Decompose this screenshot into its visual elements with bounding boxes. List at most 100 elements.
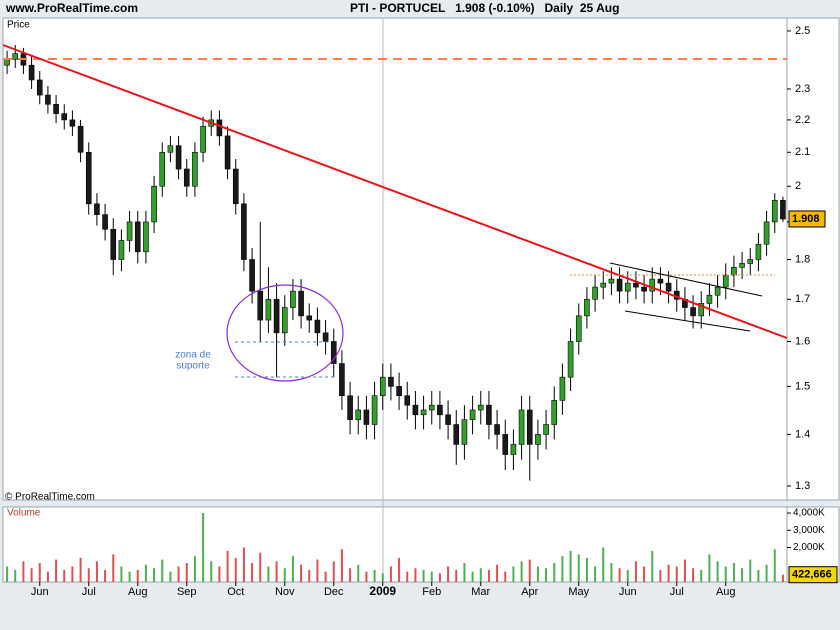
candle-body — [543, 424, 549, 435]
candle-body — [339, 363, 345, 397]
volume-bar — [14, 569, 17, 582]
price-label: Price — [7, 20, 30, 31]
candle-body — [649, 278, 656, 292]
candle-body — [167, 145, 174, 153]
candle-body — [690, 307, 696, 317]
volume-bar — [667, 564, 670, 582]
candle-body — [731, 266, 737, 276]
candle-body — [600, 282, 607, 288]
volume-bar — [659, 569, 662, 582]
candle-body — [559, 376, 566, 401]
volume-bar — [643, 566, 646, 582]
volume-bar — [136, 569, 139, 582]
x-tick-label: Nov — [275, 586, 295, 598]
volume-tick-label: 2,000K — [793, 542, 825, 553]
candle-body — [175, 145, 182, 170]
candle-body — [780, 199, 786, 220]
candle-body — [469, 409, 476, 420]
candle-body — [273, 298, 280, 334]
candle-body — [420, 409, 427, 416]
candle-body — [110, 228, 117, 260]
candle-body — [379, 376, 386, 397]
volume-bar — [545, 568, 548, 582]
volume-bar — [389, 566, 392, 582]
trend-line — [2, 44, 788, 339]
volume-bar — [675, 566, 678, 582]
volume-bar — [202, 513, 205, 582]
candle-body — [4, 59, 10, 66]
volume-bar — [22, 561, 25, 582]
candle-body — [159, 151, 166, 187]
volume-bar — [585, 557, 588, 582]
candle-body — [763, 221, 770, 245]
candle-body — [698, 303, 705, 317]
volume-bar — [71, 566, 74, 582]
volume-bar — [30, 568, 33, 582]
volume-label: Volume — [7, 508, 41, 519]
candle-body — [257, 290, 264, 321]
candle-body — [12, 53, 19, 60]
x-tick-label: Aug — [716, 586, 736, 598]
candle-body — [347, 395, 353, 420]
x-tick-label: Oct — [227, 586, 244, 598]
volume-bar — [634, 561, 637, 582]
candle-body — [755, 243, 762, 260]
volume-bar — [153, 568, 156, 582]
x-tick-label: Apr — [521, 586, 538, 598]
volume-bar — [692, 568, 695, 582]
volume-bar — [561, 556, 564, 582]
volume-bar — [332, 561, 335, 582]
last-volume: 422,666 — [792, 569, 832, 581]
volume-bar — [267, 566, 270, 582]
candle-body — [494, 424, 500, 435]
volume-bar — [95, 561, 98, 582]
candle-body — [371, 395, 378, 425]
candle-body — [265, 298, 272, 321]
volume-bar — [724, 566, 727, 582]
x-tick-label: Sep — [177, 586, 197, 598]
candle-body — [224, 135, 231, 170]
volume-bar — [528, 559, 531, 582]
candle-body — [624, 282, 631, 292]
volume-bar — [104, 569, 107, 582]
x-tick-label: Jun — [619, 586, 637, 598]
candle-body — [281, 307, 288, 334]
candle-body — [322, 332, 329, 342]
volume-bar — [430, 571, 433, 582]
candle-body — [633, 282, 639, 288]
site-name: www.ProRealTime.com — [5, 1, 138, 15]
candle-body — [388, 376, 394, 387]
price-axis — [786, 17, 840, 501]
candle-body — [510, 444, 517, 455]
volume-bar — [438, 573, 441, 582]
volume-bar — [283, 568, 286, 582]
candle-body — [216, 119, 223, 137]
candle-body — [412, 404, 419, 416]
candle-body — [36, 79, 43, 96]
volume-bar — [773, 549, 776, 582]
volume-bar — [226, 550, 229, 582]
volume-bar — [63, 569, 66, 582]
volume-bar — [357, 564, 360, 582]
volume-bar — [471, 571, 474, 582]
candle-body — [355, 409, 362, 420]
volume-bar — [398, 557, 401, 582]
candle-body — [404, 395, 411, 406]
volume-panel — [2, 506, 788, 583]
candle-body — [314, 319, 321, 334]
candle-body — [722, 274, 729, 288]
volume-bar — [234, 557, 237, 582]
y-tick-label: 1.3 — [795, 480, 810, 492]
candle-body — [102, 214, 108, 230]
volume-bar — [447, 566, 450, 582]
volume-bar — [300, 564, 303, 582]
volume-bar — [340, 549, 343, 582]
volume-bar — [349, 568, 352, 582]
volume-bar — [87, 568, 90, 582]
volume-bar — [193, 556, 196, 582]
candle-body — [665, 282, 672, 292]
candle-body — [290, 290, 296, 308]
volume-bar — [120, 566, 123, 582]
volume-bar — [169, 571, 172, 582]
